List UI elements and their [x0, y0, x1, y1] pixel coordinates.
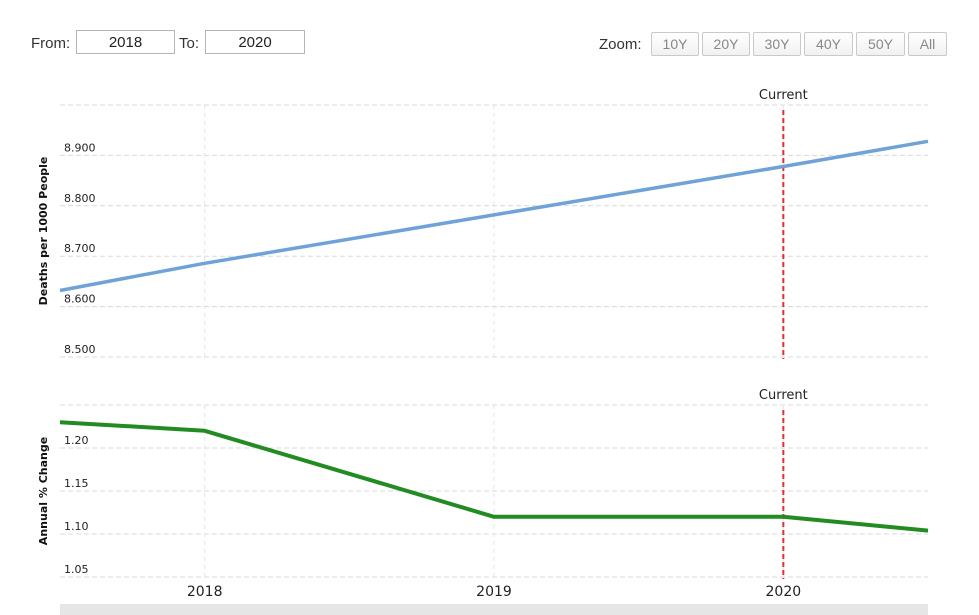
to-input[interactable]: 2020: [205, 30, 305, 54]
zoom-10y-button[interactable]: 10Y: [651, 32, 699, 56]
death-rate-ytick-label: 8.700: [64, 242, 96, 255]
x-tick-label: 2020: [766, 584, 802, 600]
zoom-label: Zoom:: [599, 36, 642, 53]
from-label: From:: [31, 35, 71, 52]
annual-change-ytick-label: 1.15: [64, 477, 89, 490]
zoom-40y-button[interactable]: 40Y: [804, 32, 853, 56]
x-tick-label: 2018: [187, 584, 223, 600]
zoom-all-button[interactable]: All: [908, 32, 947, 56]
from-input[interactable]: 2018: [76, 30, 175, 54]
to-label: To:: [179, 35, 200, 52]
annual-change-y-axis-title: Annual % Change: [37, 437, 50, 545]
date-range-bar: From: 2018 To: 2020 Zoom: 10Y 20Y 30Y 40…: [0, 0, 979, 80]
zoom-30y-button[interactable]: 30Y: [753, 32, 801, 56]
death-rate-ytick-label: 8.800: [64, 192, 96, 205]
death-rate-y-axis-title: Deaths per 1000 People: [37, 157, 50, 306]
death-rate-ytick-label: 8.600: [64, 293, 96, 306]
annual-change-current-label: Current: [759, 388, 808, 403]
zoom-20y-button[interactable]: 20Y: [702, 32, 750, 56]
x-tick-label: 2019: [476, 584, 512, 600]
annual-change-ytick-label: 1.05: [64, 563, 89, 576]
range-navigator[interactable]: [60, 604, 928, 615]
death-rate-ytick-label: 8.900: [64, 141, 96, 154]
annual-change-ytick-label: 1.10: [64, 520, 89, 533]
zoom-50y-button[interactable]: 50Y: [856, 32, 905, 56]
death-rate-ytick-label: 8.500: [64, 343, 96, 356]
annual-change-ytick-label: 1.20: [64, 434, 89, 447]
death-rate-current-label: Current: [759, 88, 808, 103]
